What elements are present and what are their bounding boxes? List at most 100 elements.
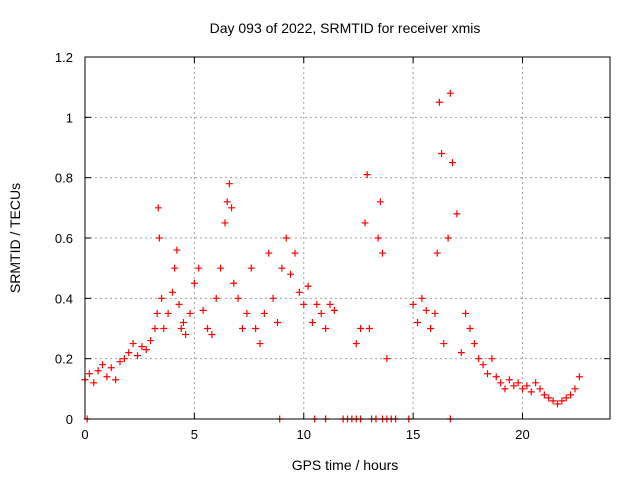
data-point (501, 385, 509, 393)
data-point (265, 249, 273, 257)
data-point (575, 373, 583, 381)
data-point (243, 309, 251, 317)
data-point (363, 171, 371, 179)
x-tick-label: 10 (297, 427, 311, 442)
data-point (164, 309, 172, 317)
data-point (282, 234, 290, 242)
data-point (90, 379, 98, 387)
data-point (527, 388, 535, 396)
data-point (291, 249, 299, 257)
data-point (523, 382, 531, 390)
data-point (440, 340, 448, 348)
data-point (532, 379, 540, 387)
data-point (99, 361, 106, 369)
data-point (234, 294, 242, 302)
y-tick-label: 0.6 (55, 231, 73, 246)
data-point (142, 346, 150, 354)
data-point (269, 294, 277, 302)
y-axis-label: SRMTID / TECUs (7, 183, 23, 293)
data-point (322, 325, 330, 332)
data-point (431, 309, 439, 317)
y-tick-label: 0.8 (55, 171, 73, 186)
data-point (186, 309, 194, 317)
x-tick-label: 20 (515, 427, 529, 442)
data-point (462, 309, 470, 317)
data-point (153, 309, 161, 317)
data-point (173, 246, 181, 254)
data-point (217, 264, 225, 272)
data-point (177, 325, 185, 332)
data-point (129, 340, 137, 348)
data-point (361, 219, 369, 227)
data-point (376, 198, 384, 206)
data-point (536, 385, 544, 393)
data-point (147, 337, 155, 345)
data-point (492, 373, 500, 381)
data-point (470, 340, 478, 348)
data-point (182, 331, 190, 339)
data-point (438, 150, 446, 158)
data-point (260, 309, 268, 317)
data-point (414, 318, 421, 326)
data-point (545, 394, 553, 402)
data-point (514, 379, 522, 387)
data-point (519, 385, 526, 393)
data-point (94, 367, 102, 375)
data-point (409, 300, 417, 308)
data-point (204, 325, 211, 332)
data-point (433, 249, 441, 257)
data-point (228, 204, 236, 212)
data-point (221, 219, 229, 227)
data-point (374, 234, 382, 242)
data-point (449, 159, 456, 167)
data-point (313, 300, 321, 308)
data-point (239, 325, 246, 332)
data-point (171, 264, 179, 272)
data-point (505, 376, 513, 384)
data-point (120, 355, 128, 363)
y-tick-label: 1 (66, 110, 73, 125)
y-tick-label: 1.2 (55, 50, 73, 65)
data-point (418, 294, 426, 302)
data-point (497, 379, 505, 387)
data-point (383, 355, 391, 363)
data-point (169, 288, 176, 296)
data-point (571, 385, 579, 393)
data-point (85, 370, 93, 378)
data-point (549, 397, 557, 405)
data-point (287, 270, 295, 278)
data-point (160, 325, 168, 332)
x-tick-label: 5 (191, 427, 198, 442)
data-point (558, 397, 566, 405)
data-point (484, 370, 491, 378)
data-point (112, 376, 120, 384)
data-point (107, 364, 115, 372)
data-point (116, 358, 124, 366)
data-point (175, 300, 183, 308)
data-point (422, 306, 430, 314)
data-point (379, 249, 386, 257)
data-point (300, 300, 308, 308)
data-point (510, 382, 518, 390)
data-point (352, 340, 360, 348)
data-point (444, 234, 452, 242)
data-point (278, 264, 286, 272)
data-point (154, 204, 162, 212)
data-point (326, 300, 334, 308)
data-point (247, 264, 255, 272)
data-point (435, 98, 443, 106)
data-point (427, 325, 435, 332)
data-point (125, 349, 133, 357)
data-point (151, 325, 159, 332)
data-point (195, 264, 203, 272)
y-tick-label: 0.4 (55, 291, 73, 306)
data-point (190, 279, 198, 287)
data-point (309, 318, 316, 326)
data-point (179, 318, 187, 326)
data-point (446, 89, 454, 97)
data-point (540, 391, 548, 399)
data-point (562, 394, 570, 402)
data-point (479, 361, 487, 369)
chart-title: Day 093 of 2022, SRMTID for receiver xmi… (210, 20, 481, 36)
